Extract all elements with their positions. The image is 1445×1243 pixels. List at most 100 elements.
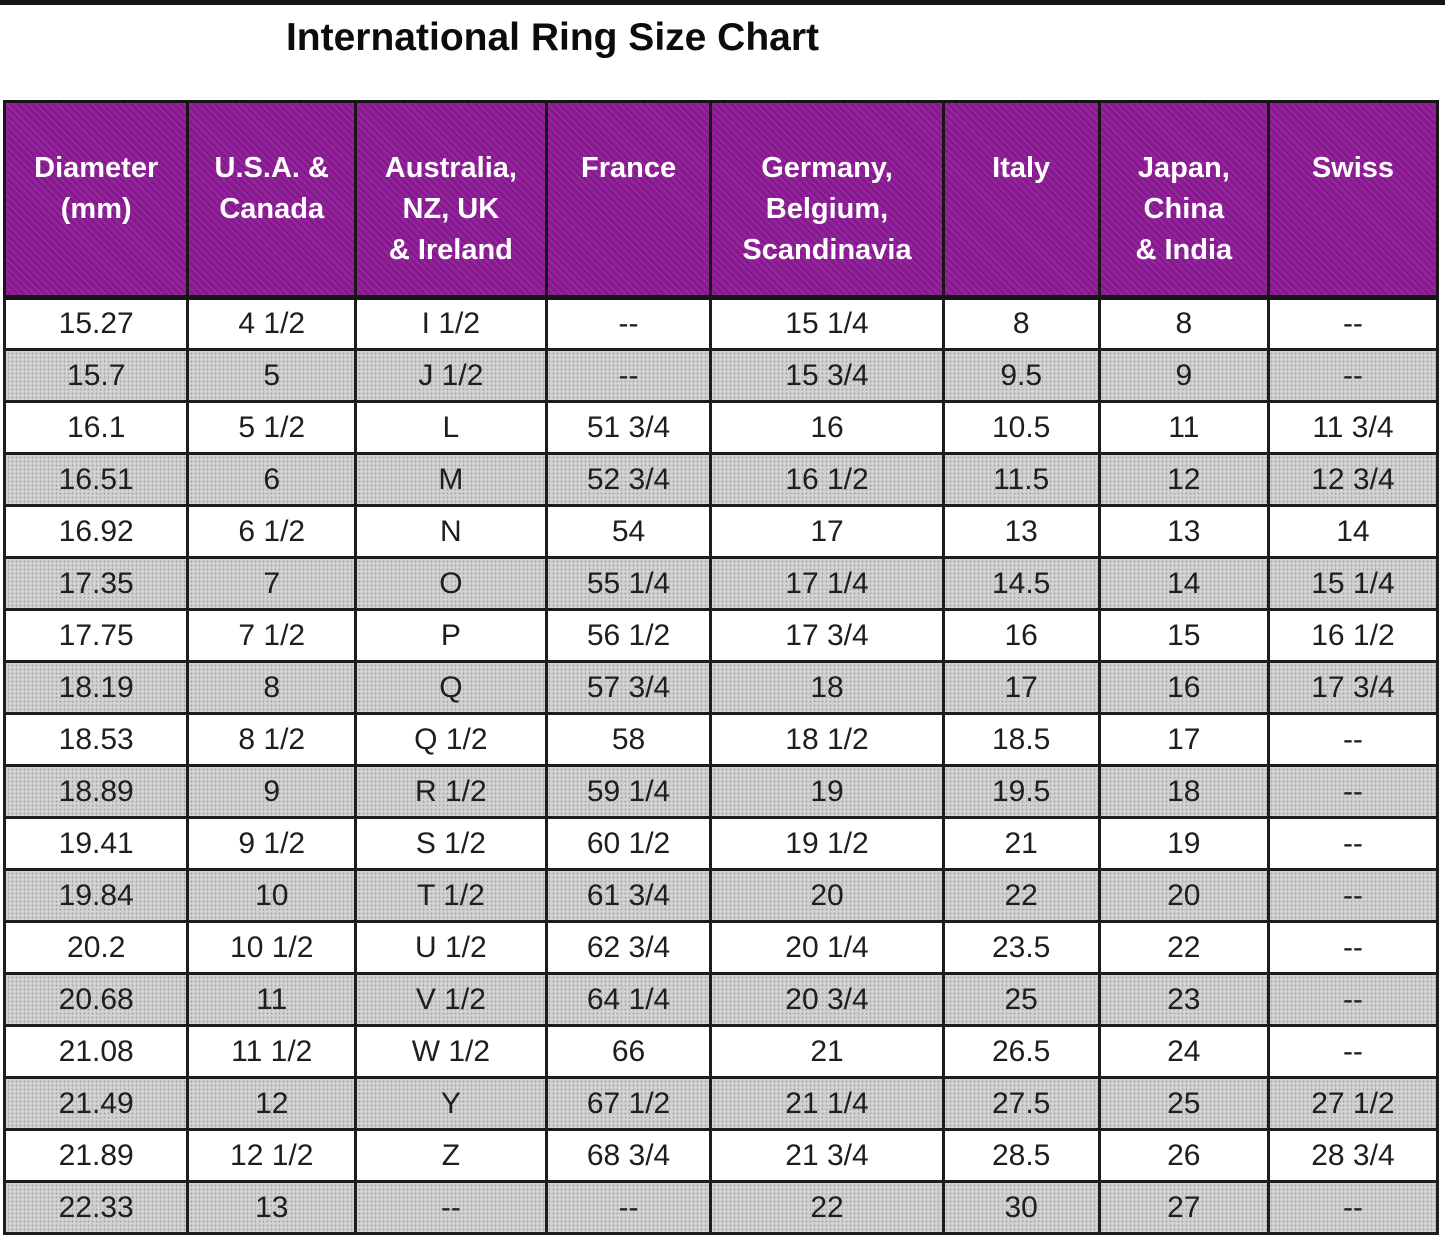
table-cell: 11	[186, 972, 358, 1027]
table-cell: --	[544, 1180, 713, 1235]
table-cell: 15.27	[2, 296, 190, 351]
table-cell: 13	[1097, 504, 1270, 559]
table-cell: 56 1/2	[544, 608, 713, 663]
table-cell: 12 1/2	[186, 1128, 358, 1183]
table-row: 21.89 12 1/2 Z 68 3/4 21 3/4 28.5 26 28 3/4	[2, 1128, 1440, 1183]
table-cell: T 1/2	[354, 868, 548, 923]
table-cell: 16.1	[2, 400, 190, 455]
table-cell: J 1/2	[354, 348, 548, 403]
table-cell: 18.89	[2, 764, 190, 819]
table-cell: 15 1/4	[1266, 556, 1440, 611]
table-row: 16.1 5 1/2 L 51 3/4 16 10.5 11 11 3/4	[2, 400, 1440, 455]
table-cell: 11.5	[941, 452, 1101, 507]
table-cell: R 1/2	[354, 764, 548, 819]
table-cell: 54	[544, 504, 713, 559]
table-cell: 5	[186, 348, 358, 403]
table-cell: 28.5	[941, 1128, 1101, 1183]
table-cell: 19.5	[941, 764, 1101, 819]
table-cell: 23.5	[941, 920, 1101, 975]
table-cell: P	[354, 608, 548, 663]
table-cell: 16.92	[2, 504, 190, 559]
table-cell: N	[354, 504, 548, 559]
table-cell: 20.2	[2, 920, 190, 975]
table-cell: L	[354, 400, 548, 455]
table-cell: --	[1266, 972, 1440, 1027]
table-cell: 4 1/2	[186, 296, 358, 351]
table-cell: 16	[1097, 660, 1270, 715]
column-header: Japan, China & India	[1097, 100, 1270, 300]
table-cell: 19	[709, 764, 945, 819]
table-cell: 7	[186, 556, 358, 611]
table-cell: 17	[1097, 712, 1270, 767]
table-row: 19.84 10 T 1/2 61 3/4 20 22 20 --	[2, 868, 1440, 923]
table-cell: 17.35	[2, 556, 190, 611]
table-cell: 61 3/4	[544, 868, 713, 923]
table-cell: 64 1/4	[544, 972, 713, 1027]
table-cell: 17	[709, 504, 945, 559]
table-cell: 23	[1097, 972, 1270, 1027]
table-cell: 68 3/4	[544, 1128, 713, 1183]
table-cell: I 1/2	[354, 296, 548, 351]
table-cell: 30	[941, 1180, 1101, 1235]
table-cell: 17 3/4	[709, 608, 945, 663]
table-cell: 16.51	[2, 452, 190, 507]
table-cell: 17.75	[2, 608, 190, 663]
table-cell: 18.19	[2, 660, 190, 715]
table-cell: 10	[186, 868, 358, 923]
table-cell: 15.7	[2, 348, 190, 403]
table-cell: M	[354, 452, 548, 507]
table-cell: 18 1/2	[709, 712, 945, 767]
table-cell: 18.5	[941, 712, 1101, 767]
table-row: 17.35 7 O 55 1/4 17 1/4 14.5 14 15 1/4	[2, 556, 1440, 611]
header-row: Diameter (mm) U.S.A. & Canada Australia, N…	[2, 100, 1440, 300]
table-cell: --	[1266, 920, 1440, 975]
table-cell: 14.5	[941, 556, 1101, 611]
table-cell: 21.08	[2, 1024, 190, 1079]
table-cell: --	[354, 1180, 548, 1235]
table-cell: 28 3/4	[1266, 1128, 1440, 1183]
table-cell: 19 1/2	[709, 816, 945, 871]
table-cell: 22	[941, 868, 1101, 923]
table-cell: 10 1/2	[186, 920, 358, 975]
table-cell: S 1/2	[354, 816, 548, 871]
table-row: 22.33 13 -- -- 22 30 27 --	[2, 1180, 1440, 1235]
table-cell: 18	[1097, 764, 1270, 819]
table-cell: 66	[544, 1024, 713, 1079]
table-cell: U 1/2	[354, 920, 548, 975]
top-border-line	[0, 0, 1445, 5]
table-cell: 9	[1097, 348, 1270, 403]
table-cell: --	[1266, 712, 1440, 767]
table-cell: 11	[1097, 400, 1270, 455]
table-row: 16.92 6 1/2 N 54 17 13 13 14	[2, 504, 1440, 559]
table-cell: --	[544, 296, 713, 351]
table-cell: --	[1266, 296, 1440, 351]
table-cell: 21 1/4	[709, 1076, 945, 1131]
table-cell: 20	[1097, 868, 1270, 923]
table-cell: 6	[186, 452, 358, 507]
table-cell: 51 3/4	[544, 400, 713, 455]
table-cell: 12 3/4	[1266, 452, 1440, 507]
table-cell: --	[1266, 764, 1440, 819]
table-cell: 13	[186, 1180, 358, 1235]
table-row: 18.53 8 1/2 Q 1/2 58 18 1/2 18.5 17 --	[2, 712, 1440, 767]
table-cell: 20 1/4	[709, 920, 945, 975]
table-cell: 26	[1097, 1128, 1270, 1183]
table-cell: 20.68	[2, 972, 190, 1027]
table-row: 18.89 9 R 1/2 59 1/4 19 19.5 18 --	[2, 764, 1440, 819]
table-cell: 16 1/2	[709, 452, 945, 507]
table-cell: 8	[941, 296, 1101, 351]
table-cell: 16	[709, 400, 945, 455]
table-cell: --	[1266, 1180, 1440, 1235]
column-header: U.S.A. & Canada	[186, 100, 358, 300]
table-row: 19.41 9 1/2 S 1/2 60 1/2 19 1/2 21 19 --	[2, 816, 1440, 871]
column-header: Australia, NZ, UK & Ireland	[354, 100, 548, 300]
table-cell: 20 3/4	[709, 972, 945, 1027]
table-cell: --	[544, 348, 713, 403]
table-cell: 8 1/2	[186, 712, 358, 767]
table-cell: O	[354, 556, 548, 611]
table-cell: 15 1/4	[709, 296, 945, 351]
table-cell: 24	[1097, 1024, 1270, 1079]
title-bar: International Ring Size Chart	[0, 5, 1105, 63]
ring-size-table: Diameter (mm) U.S.A. & Canada Australia, N…	[2, 100, 1440, 1235]
